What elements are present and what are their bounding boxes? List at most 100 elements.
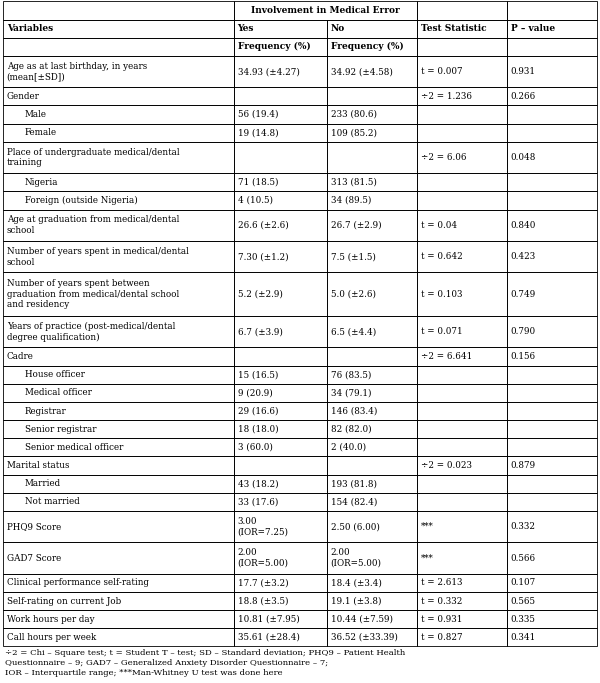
Bar bbox=[3, 384, 234, 402]
Text: Foreign (outside Nigeria): Foreign (outside Nigeria) bbox=[25, 196, 137, 205]
Text: Self-rating on current Job: Self-rating on current Job bbox=[7, 596, 121, 606]
Bar bbox=[3, 105, 234, 124]
Text: Years of practice (post-medical/dental
degree qualification): Years of practice (post-medical/dental d… bbox=[7, 322, 175, 342]
Bar bbox=[3, 124, 234, 142]
Bar bbox=[3, 438, 234, 456]
Text: 26.7 (±2.9): 26.7 (±2.9) bbox=[331, 221, 381, 229]
Bar bbox=[234, 142, 327, 173]
Bar bbox=[507, 574, 597, 592]
Bar bbox=[234, 348, 327, 365]
Text: 6.7 (±3.9): 6.7 (±3.9) bbox=[238, 327, 283, 336]
Bar bbox=[507, 384, 597, 402]
Text: Senior registrar: Senior registrar bbox=[25, 425, 96, 434]
Text: 0.266: 0.266 bbox=[511, 92, 536, 101]
Text: 0.565: 0.565 bbox=[511, 596, 536, 606]
Bar bbox=[3, 87, 234, 105]
Bar bbox=[234, 316, 327, 348]
Bar bbox=[3, 574, 234, 592]
Bar bbox=[3, 210, 234, 241]
Bar bbox=[234, 38, 327, 56]
Text: 0.048: 0.048 bbox=[511, 153, 536, 162]
Bar bbox=[327, 456, 417, 475]
Bar bbox=[3, 456, 234, 475]
Bar bbox=[234, 173, 327, 191]
Text: 5.0 (±2.6): 5.0 (±2.6) bbox=[331, 290, 376, 298]
Bar bbox=[417, 124, 507, 142]
Text: 0.931: 0.931 bbox=[511, 67, 536, 76]
Bar bbox=[234, 511, 327, 542]
Bar bbox=[3, 475, 234, 493]
Text: 7.5 (±1.5): 7.5 (±1.5) bbox=[331, 252, 376, 261]
Text: 2 (40.0): 2 (40.0) bbox=[331, 443, 366, 452]
Bar bbox=[417, 456, 507, 475]
Bar bbox=[234, 105, 327, 124]
Bar bbox=[507, 56, 597, 87]
Text: 0.566: 0.566 bbox=[511, 554, 536, 563]
Bar bbox=[234, 210, 327, 241]
Text: t = 0.332: t = 0.332 bbox=[421, 596, 462, 606]
Bar bbox=[327, 20, 417, 38]
Text: t = 0.007: t = 0.007 bbox=[421, 67, 462, 76]
Bar bbox=[417, 191, 507, 210]
Text: P – value: P – value bbox=[511, 24, 555, 33]
Text: 26.6 (±2.6): 26.6 (±2.6) bbox=[238, 221, 289, 229]
Text: Number of years spent between
graduation from medical/dental school
and residenc: Number of years spent between graduation… bbox=[7, 279, 179, 309]
Bar bbox=[507, 20, 597, 38]
Text: t = 0.071: t = 0.071 bbox=[421, 327, 462, 336]
Bar bbox=[507, 628, 597, 646]
Text: 0.341: 0.341 bbox=[511, 633, 536, 642]
Bar bbox=[234, 493, 327, 511]
Text: t = 0.103: t = 0.103 bbox=[421, 290, 462, 298]
Text: 19 (14.8): 19 (14.8) bbox=[238, 128, 278, 137]
Text: Frequency (%): Frequency (%) bbox=[331, 42, 403, 51]
Bar bbox=[327, 384, 417, 402]
Text: Call hours per week: Call hours per week bbox=[7, 633, 96, 642]
Text: Variables: Variables bbox=[7, 24, 53, 33]
Text: t = 0.04: t = 0.04 bbox=[421, 221, 457, 229]
Text: Test Statistic: Test Statistic bbox=[421, 24, 486, 33]
Bar bbox=[234, 20, 327, 38]
Text: Place of undergraduate medical/dental
training: Place of undergraduate medical/dental tr… bbox=[7, 148, 179, 167]
Text: Clinical performance self-rating: Clinical performance self-rating bbox=[7, 579, 149, 587]
Bar bbox=[327, 38, 417, 56]
Bar bbox=[327, 420, 417, 438]
Text: 0.840: 0.840 bbox=[511, 221, 536, 229]
Text: 4 (10.5): 4 (10.5) bbox=[238, 196, 272, 205]
Text: PHQ9 Score: PHQ9 Score bbox=[7, 522, 61, 531]
Bar bbox=[417, 105, 507, 124]
Bar bbox=[234, 420, 327, 438]
Bar bbox=[3, 511, 234, 542]
Bar bbox=[3, 592, 234, 610]
Text: Number of years spent in medical/dental
school: Number of years spent in medical/dental … bbox=[7, 247, 188, 266]
Bar bbox=[327, 475, 417, 493]
Bar bbox=[234, 241, 327, 273]
Bar bbox=[327, 542, 417, 574]
Bar bbox=[3, 56, 234, 87]
Text: 3 (60.0): 3 (60.0) bbox=[238, 443, 272, 452]
Text: 33 (17.6): 33 (17.6) bbox=[238, 497, 278, 506]
Bar bbox=[507, 273, 597, 316]
Bar bbox=[234, 87, 327, 105]
Text: t = 0.642: t = 0.642 bbox=[421, 252, 463, 261]
Bar bbox=[417, 210, 507, 241]
Text: 0.879: 0.879 bbox=[511, 461, 536, 470]
Bar bbox=[3, 402, 234, 420]
Bar bbox=[327, 574, 417, 592]
Text: ÷2 = 0.023: ÷2 = 0.023 bbox=[421, 461, 472, 470]
Bar bbox=[417, 438, 507, 456]
Text: 82 (82.0): 82 (82.0) bbox=[331, 425, 371, 434]
Bar bbox=[417, 493, 507, 511]
Text: Nigeria: Nigeria bbox=[25, 178, 58, 186]
Text: 34.93 (±4.27): 34.93 (±4.27) bbox=[238, 67, 299, 76]
Bar bbox=[417, 574, 507, 592]
Text: 2.50 (6.00): 2.50 (6.00) bbox=[331, 522, 379, 531]
Text: t = 2.613: t = 2.613 bbox=[421, 579, 462, 587]
Bar bbox=[327, 124, 417, 142]
Bar bbox=[327, 365, 417, 384]
Bar bbox=[234, 610, 327, 628]
Bar bbox=[417, 420, 507, 438]
Bar bbox=[234, 56, 327, 87]
Bar bbox=[3, 628, 234, 646]
Bar bbox=[507, 173, 597, 191]
Bar bbox=[507, 475, 597, 493]
